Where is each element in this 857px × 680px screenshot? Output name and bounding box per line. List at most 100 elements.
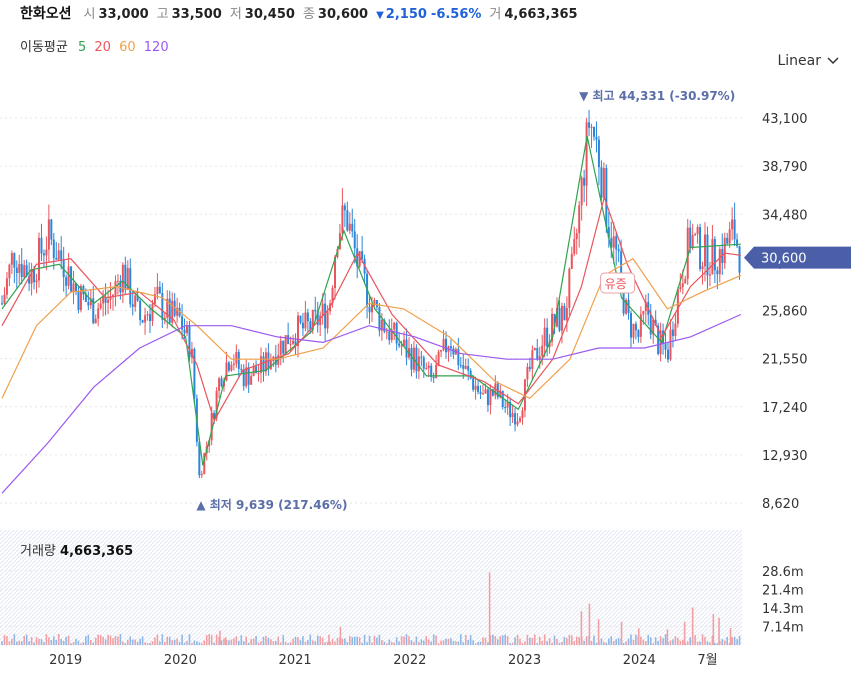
- volume-bar: [35, 637, 38, 645]
- halt-badge-label: 유증: [605, 277, 627, 291]
- low-value: 30,450: [244, 7, 295, 22]
- volume-bar: [117, 636, 119, 645]
- candle-body: [679, 287, 682, 290]
- candle-body: [595, 136, 598, 140]
- volume-bar: [334, 641, 336, 645]
- moving-average-legend[interactable]: 이동평균 5 20 60 120: [20, 36, 173, 55]
- volume-bar: [124, 643, 127, 645]
- candle-body: [681, 283, 684, 288]
- volume-bar: [353, 636, 356, 645]
- halt-badge[interactable]: [600, 272, 636, 294]
- volume-bar: [709, 642, 711, 645]
- volume-bar: [201, 643, 203, 645]
- volume-bar: [714, 642, 716, 645]
- candle-body: [565, 307, 568, 321]
- candle-body: [92, 298, 95, 324]
- candle-body: [334, 257, 336, 289]
- volume-bar: [11, 638, 13, 645]
- candle-body: [642, 311, 645, 315]
- volume-bar: [203, 640, 206, 645]
- x-tick-label: 2022: [393, 653, 426, 668]
- candle-body: [615, 236, 618, 250]
- candle-body: [482, 393, 484, 395]
- scale-toggle-button[interactable]: Linear: [777, 53, 839, 69]
- volume-bar: [442, 640, 445, 645]
- volume-bar: [25, 634, 28, 645]
- volume-bar: [53, 636, 55, 645]
- volume-bar: [1, 641, 3, 645]
- candle-body: [694, 234, 697, 236]
- volume-bar: [82, 642, 85, 645]
- volume-bar: [321, 637, 324, 645]
- volume-bar: [427, 639, 430, 645]
- candle-body: [245, 367, 248, 387]
- volume-bar: [457, 641, 460, 645]
- candle-body: [612, 236, 615, 248]
- volume-value: 4,663,365: [504, 7, 578, 22]
- candle-body: [570, 253, 573, 269]
- volume-bar: [635, 634, 637, 645]
- volume-bar: [18, 640, 21, 645]
- candle-body: [390, 329, 393, 341]
- volume-bar: [6, 635, 8, 645]
- candle-body: [519, 418, 521, 422]
- volume-panel-value: 4,663,365: [60, 544, 134, 559]
- candle-body: [87, 302, 90, 306]
- candle-body: [5, 278, 8, 295]
- volume-bar: [630, 634, 632, 645]
- volume-bar: [57, 634, 60, 645]
- volume-bar: [469, 635, 472, 645]
- volume-bar: [718, 617, 720, 645]
- candle-body: [193, 349, 196, 399]
- volume-bar: [497, 639, 499, 645]
- stock-name[interactable]: 한화오션: [20, 6, 72, 22]
- candle-body: [467, 366, 470, 371]
- volume-bar: [240, 635, 243, 645]
- candle-body: [284, 335, 287, 354]
- volume-bar: [186, 641, 188, 645]
- volume-bar: [597, 619, 600, 645]
- volume-bar: [472, 640, 474, 645]
- candle-body: [292, 340, 295, 344]
- candle-body: [139, 300, 142, 321]
- volume-bar: [603, 641, 605, 645]
- volume-bar: [600, 638, 603, 645]
- candle-body: [146, 314, 149, 316]
- candle-body: [30, 269, 33, 284]
- candle-body: [726, 237, 729, 244]
- volume-bar: [455, 641, 457, 645]
- scale-toggle-label: Linear: [777, 53, 821, 69]
- candle-body: [301, 322, 304, 329]
- candle-body: [190, 349, 193, 358]
- volume-bar: [60, 638, 62, 645]
- candle-body: [107, 299, 110, 303]
- candle-body: [361, 251, 364, 259]
- volume-bar: [585, 636, 588, 645]
- volume-bar: [583, 640, 585, 645]
- candle-body: [415, 347, 418, 372]
- volume-bar: [146, 643, 149, 645]
- candle-body: [23, 265, 26, 278]
- volume-bar: [551, 642, 553, 645]
- volume-bar: [699, 641, 701, 645]
- candle-body: [351, 223, 354, 232]
- candle-body: [649, 314, 652, 335]
- candle-body: [166, 298, 169, 318]
- candle-body: [400, 345, 403, 347]
- volume-bar: [28, 641, 30, 645]
- candle-body: [368, 306, 371, 313]
- volume-bar: [247, 642, 250, 645]
- volume-bar: [154, 637, 156, 645]
- volume-bar: [413, 641, 415, 645]
- candle-body: [119, 280, 122, 293]
- x-tick-label: 7월: [697, 653, 717, 668]
- candle-body: [736, 239, 739, 247]
- volume-bar: [277, 636, 280, 645]
- volume-bar: [516, 634, 519, 645]
- candle-body: [124, 264, 127, 290]
- volume-bar: [198, 642, 201, 645]
- volume-bar: [87, 634, 90, 645]
- price-tick-label: 21,550: [762, 353, 808, 368]
- volume-tick-label: 7.14m: [762, 621, 804, 636]
- volume-bar: [20, 641, 23, 645]
